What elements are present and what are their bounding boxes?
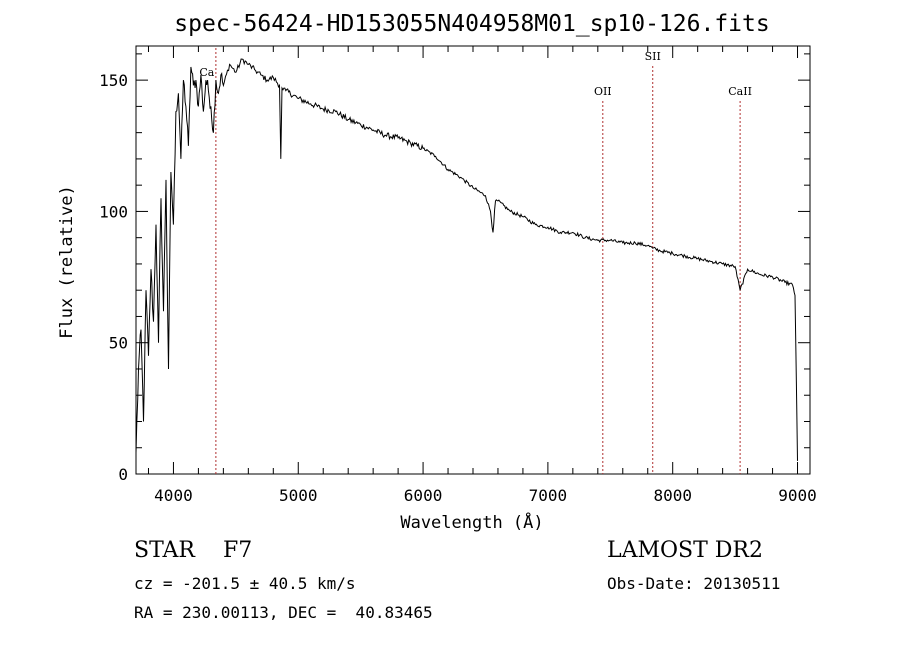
observation-date: Obs-Date: 20130511	[607, 574, 781, 593]
ra-dec-coordinates: RA = 230.00113, DEC = 40.83465	[134, 603, 433, 622]
y-tick-label: 50	[109, 334, 128, 353]
y-axis-label: Flux (relative)	[57, 185, 77, 339]
x-tick-label: 9000	[778, 486, 817, 505]
y-tick-label: 150	[99, 71, 128, 90]
x-tick-label: 4000	[154, 486, 193, 505]
axis-ticks: 4000 5000 6000 7000 8000 9000 0 50 100 150	[99, 46, 817, 505]
survey-name: LAMOST DR2	[607, 538, 763, 563]
x-axis-label: Wavelength (Å)	[400, 511, 543, 533]
line-marker-label: Ca	[199, 66, 214, 79]
line-marker-label: SII	[645, 50, 661, 63]
x-tick-label: 6000	[404, 486, 443, 505]
object-class: STAR F7	[134, 538, 253, 563]
x-tick-label: 5000	[279, 486, 318, 505]
line-markers: Ca OII SII CaII	[199, 48, 752, 474]
line-marker-label: OII	[594, 85, 612, 98]
line-marker-label: CaII	[728, 85, 752, 98]
x-tick-label: 8000	[653, 486, 692, 505]
y-tick-label: 100	[99, 202, 128, 221]
redshift-velocity: cz = -201.5 ± 40.5 km/s	[134, 574, 356, 593]
x-tick-label: 7000	[529, 486, 568, 505]
y-tick-label: 0	[118, 465, 128, 484]
plot-frame	[135, 45, 811, 475]
chart-title: spec-56424-HD153055N404958M01_sp10-126.f…	[174, 11, 769, 37]
spectrum-line	[135, 58, 798, 461]
